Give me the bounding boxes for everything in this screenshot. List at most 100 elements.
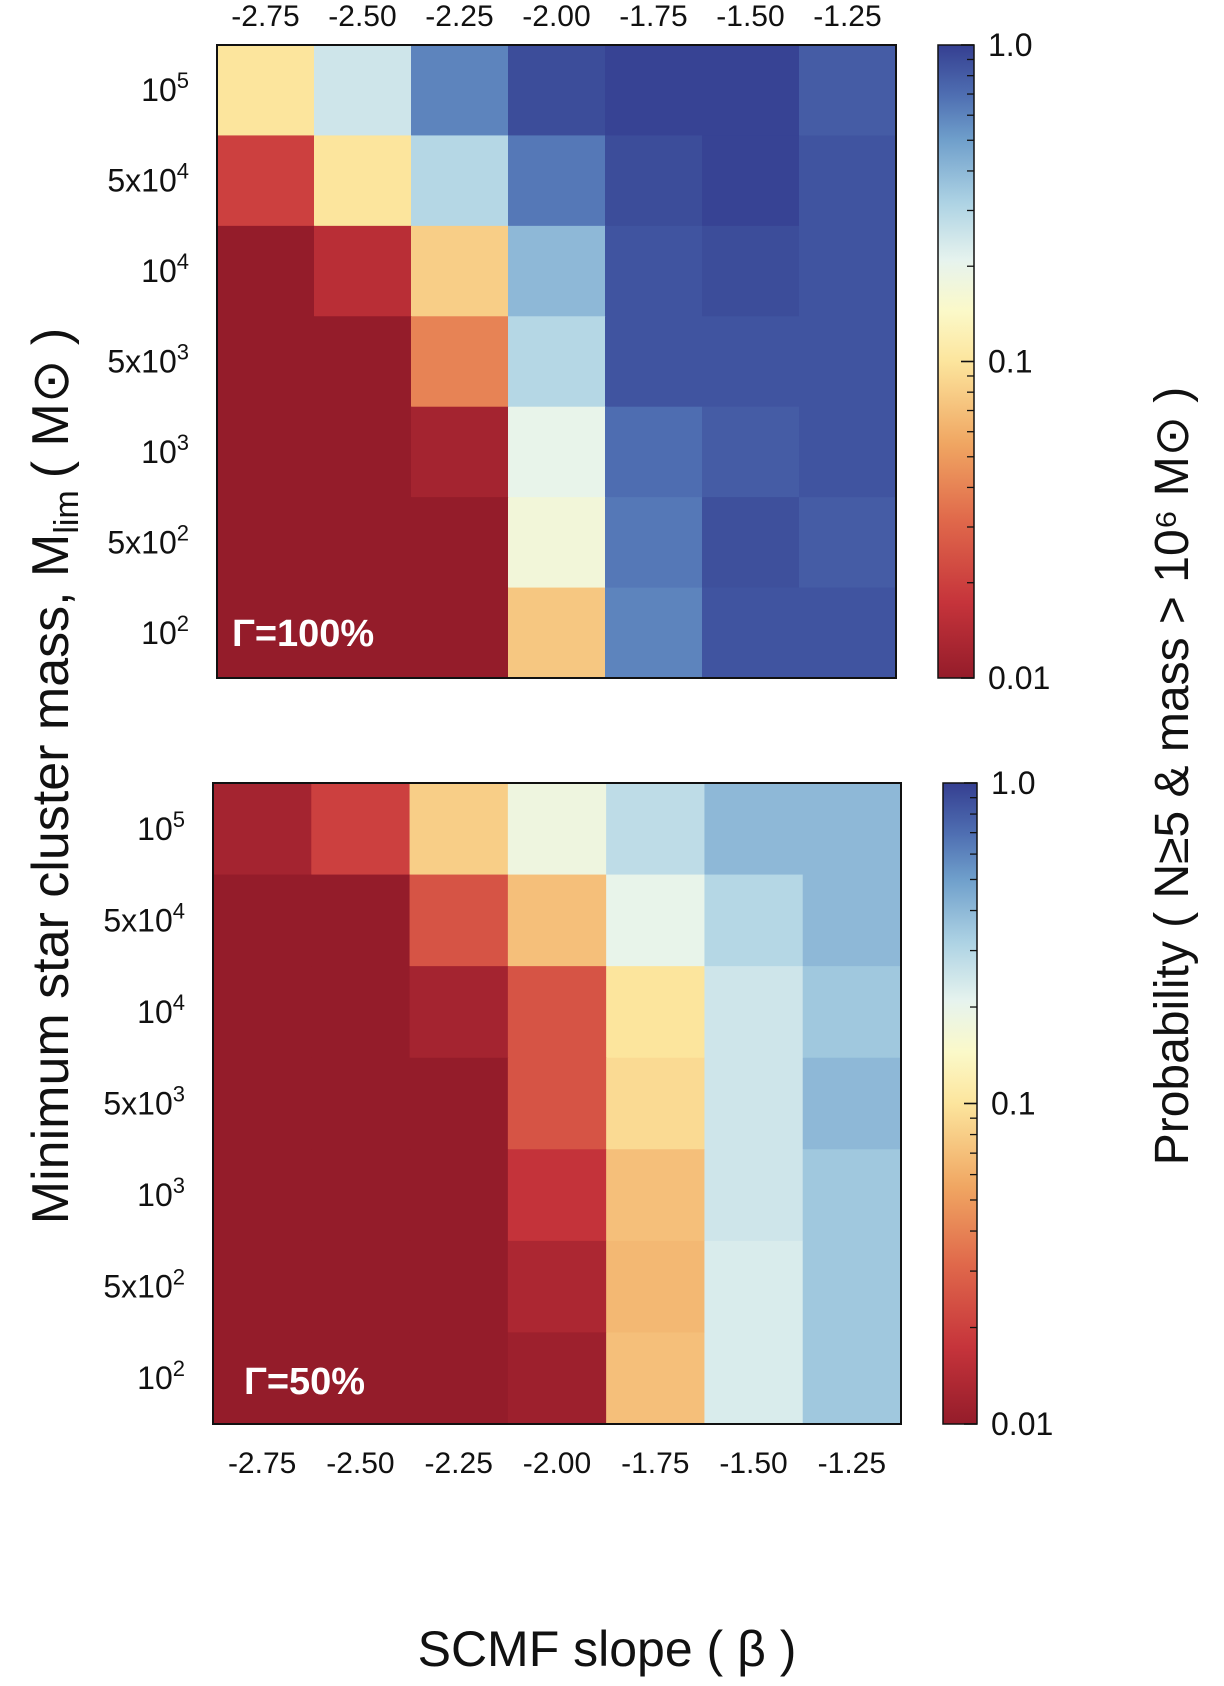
colorbar-tick-label: 1.0 — [991, 765, 1035, 801]
heatmap-cell — [802, 966, 902, 1059]
y-tick-label: 104 — [141, 249, 189, 289]
heatmap-cell — [704, 966, 804, 1059]
heatmap-cell — [507, 1332, 607, 1425]
heatmap-cell — [605, 316, 703, 408]
heatmap-panel-bottom: -2.75 -2.50 -2.25 -2.00 -1.75 -1.50 -1.25 105 5x… — [103, 782, 902, 1480]
y-tick-label: 102 — [141, 611, 189, 651]
x-tick-label: -2.25 — [425, 0, 493, 33]
y-tick-label: 103 — [137, 1173, 185, 1213]
plot-frame — [212, 782, 902, 1425]
y-tick-label: 5x103 — [103, 1082, 185, 1122]
heatmap-cell — [411, 406, 509, 498]
heatmap-cell — [802, 1149, 902, 1242]
gamma-annotation: Γ=50% — [244, 1361, 365, 1403]
heatmap-cell — [704, 1057, 804, 1150]
heatmap-cell — [217, 225, 315, 317]
x-tick-label: -1.25 — [813, 0, 881, 33]
colorbar-top: 1.0 0.1 0.01 — [937, 27, 1050, 696]
x-axis-title: SCMF slope ( β ) — [418, 1621, 797, 1677]
heatmap-cell — [802, 1240, 902, 1334]
heatmap-cell — [508, 406, 606, 498]
colorbar-title: Probability ( N≥5 & mass > 10⁶ M⊙ ) — [1146, 387, 1199, 1166]
heatmap-cell — [411, 135, 509, 227]
heatmap-cell — [409, 1240, 509, 1334]
heatmap-cell — [799, 316, 897, 408]
heatmap-cell — [702, 497, 800, 589]
heatmap-cell — [217, 497, 315, 589]
gamma-annotation: Γ=100% — [232, 613, 374, 655]
x-tick-label: -1.25 — [818, 1447, 886, 1480]
heatmap-cell — [702, 587, 800, 679]
heatmap-cell — [213, 1240, 312, 1334]
heatmap-cell — [314, 316, 412, 408]
heatmap-panel-top: -2.75 -2.50 -2.25 -2.00 -1.75 -1.50 -1.25 105 5x… — [107, 0, 897, 679]
x-tick-label: -2.50 — [328, 0, 396, 33]
heatmap-cell — [606, 783, 706, 876]
heatmap-cell — [311, 1332, 411, 1425]
x-tick-label: -1.75 — [621, 1447, 689, 1480]
heatmap-cell — [411, 497, 509, 589]
heatmap-cell — [605, 497, 703, 589]
y-tick-label: 5x103 — [107, 340, 189, 380]
colorbar-tick-label: 1.0 — [988, 27, 1032, 63]
colorbar-bottom: 1.0 0.1 0.01 — [942, 765, 1053, 1442]
heatmap-cell — [704, 1240, 804, 1334]
heatmap-cell — [702, 45, 800, 137]
x-tick-label: -2.25 — [425, 1447, 493, 1480]
colorbar-tick-label: 0.01 — [988, 660, 1050, 696]
heatmap-cell — [314, 45, 412, 137]
y-tick-label: 102 — [137, 1356, 185, 1396]
heatmap-cell — [799, 45, 897, 137]
heatmap-cell — [702, 135, 800, 227]
heatmap-cell — [411, 45, 509, 137]
heatmap-cell — [314, 225, 412, 317]
x-tick-label: -2.00 — [523, 1447, 591, 1480]
heatmap-cell — [606, 1332, 706, 1425]
x-tick-label: -2.75 — [231, 0, 299, 33]
y-tick-label: 105 — [141, 68, 189, 108]
heatmap-cell — [508, 497, 606, 589]
heatmap-cell — [508, 316, 606, 408]
heatmap-cell — [213, 1332, 312, 1425]
heatmap-cell — [799, 225, 897, 317]
y-axis-title: Minimum star cluster mass, Mlim ( M⊙ ) — [22, 328, 86, 1224]
heatmap-cell — [704, 1332, 804, 1425]
heatmap-cell — [507, 1149, 607, 1242]
heatmap-cell — [217, 45, 315, 137]
heatmap-cell — [704, 1149, 804, 1242]
heatmap-cell — [411, 587, 509, 679]
heatmap-cell — [802, 1057, 902, 1150]
heatmap-cell — [606, 966, 706, 1059]
y-tick-label: 104 — [137, 990, 185, 1030]
heatmap-cell — [314, 135, 412, 227]
x-tick-label: -2.00 — [522, 0, 590, 33]
heatmap-cell — [704, 783, 804, 876]
heatmap-cell — [213, 783, 312, 876]
y-tick-label: 5x104 — [103, 898, 185, 938]
heatmap-cell — [411, 316, 509, 408]
heatmap-cell — [217, 587, 315, 679]
plot-frame — [216, 44, 897, 679]
heatmap-cell — [702, 225, 800, 317]
y-tick-label: 103 — [141, 430, 189, 470]
y-axis-title-sub: lim — [48, 490, 86, 533]
heatmap-cell — [507, 1240, 607, 1334]
heatmap-cell — [802, 1332, 902, 1425]
heatmap-cell — [802, 874, 902, 967]
heatmap-cell — [314, 406, 412, 498]
heatmap-cell — [213, 874, 312, 967]
y-tick-label: 5x102 — [107, 520, 189, 560]
heatmap-cell — [409, 1149, 509, 1242]
heatmap-cell — [409, 966, 509, 1059]
heatmap-cell — [409, 874, 509, 967]
heatmap-cell — [704, 874, 804, 967]
heatmap-cell — [605, 587, 703, 679]
heatmap-cell — [409, 783, 509, 876]
heatmap-cell — [702, 406, 800, 498]
heatmap-cell — [605, 406, 703, 498]
heatmap-cell — [605, 135, 703, 227]
heatmap-cell — [314, 497, 412, 589]
heatmap-cell — [508, 587, 606, 679]
heatmap-cell — [217, 406, 315, 498]
